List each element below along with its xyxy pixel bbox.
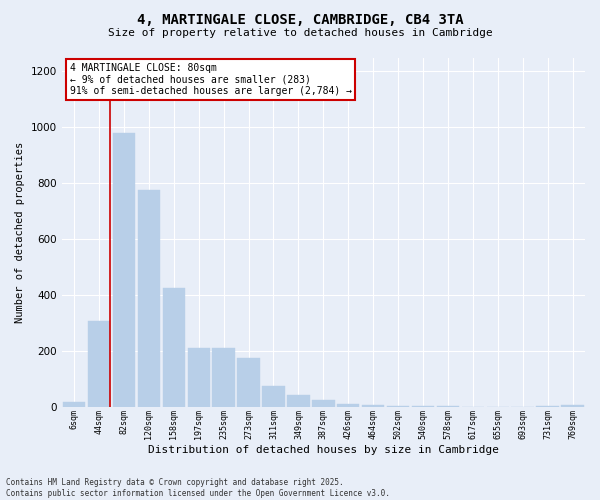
- Bar: [287, 396, 310, 406]
- Bar: [262, 386, 285, 406]
- Bar: [113, 133, 135, 406]
- Bar: [238, 358, 260, 406]
- Text: 4, MARTINGALE CLOSE, CAMBRIDGE, CB4 3TA: 4, MARTINGALE CLOSE, CAMBRIDGE, CB4 3TA: [137, 12, 463, 26]
- Bar: [337, 404, 359, 406]
- X-axis label: Distribution of detached houses by size in Cambridge: Distribution of detached houses by size …: [148, 445, 499, 455]
- Bar: [137, 190, 160, 406]
- Y-axis label: Number of detached properties: Number of detached properties: [15, 142, 25, 322]
- Bar: [163, 288, 185, 406]
- Bar: [188, 348, 210, 406]
- Bar: [212, 348, 235, 406]
- Bar: [63, 402, 85, 406]
- Text: Contains HM Land Registry data © Crown copyright and database right 2025.
Contai: Contains HM Land Registry data © Crown c…: [6, 478, 390, 498]
- Text: Size of property relative to detached houses in Cambridge: Size of property relative to detached ho…: [107, 28, 493, 38]
- Bar: [312, 400, 335, 406]
- Bar: [88, 322, 110, 406]
- Text: 4 MARTINGALE CLOSE: 80sqm
← 9% of detached houses are smaller (283)
91% of semi-: 4 MARTINGALE CLOSE: 80sqm ← 9% of detach…: [70, 62, 352, 96]
